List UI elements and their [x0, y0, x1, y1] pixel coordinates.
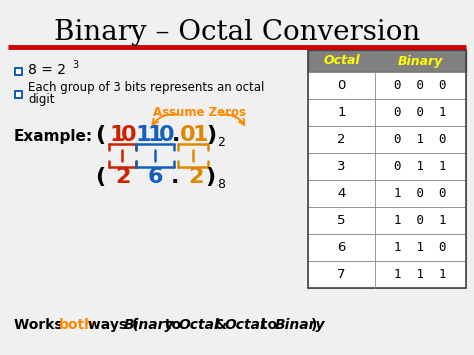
- Bar: [308, 234, 466, 261]
- Text: 0: 0: [159, 125, 175, 145]
- Bar: [14, 66, 23, 76]
- Text: Each group of 3 bits represents an octal: Each group of 3 bits represents an octal: [28, 82, 264, 94]
- Text: 0: 0: [337, 79, 346, 92]
- Text: 0: 0: [180, 125, 196, 145]
- Bar: [308, 126, 466, 153]
- Bar: [308, 207, 466, 234]
- Text: (: (: [95, 167, 105, 187]
- Text: 8: 8: [217, 178, 225, 191]
- Text: 1  0  0: 1 0 0: [394, 187, 447, 200]
- Text: Works: Works: [14, 318, 67, 332]
- Text: 6: 6: [147, 167, 163, 187]
- Text: 1  0  1: 1 0 1: [394, 214, 447, 227]
- Text: 2: 2: [337, 133, 346, 146]
- Text: Binary – Octal Conversion: Binary – Octal Conversion: [54, 19, 420, 46]
- Text: Binary: Binary: [398, 55, 443, 67]
- Bar: [308, 72, 466, 99]
- Text: .: .: [171, 167, 179, 187]
- Text: 1: 1: [337, 106, 346, 119]
- Text: to: to: [256, 318, 282, 332]
- Text: 3: 3: [72, 60, 78, 70]
- Text: 2: 2: [115, 167, 131, 187]
- Bar: [308, 261, 466, 288]
- Text: to: to: [160, 318, 186, 332]
- Text: 0  0  1: 0 0 1: [394, 106, 447, 119]
- Bar: [308, 50, 466, 72]
- Text: ways (: ways (: [83, 318, 138, 332]
- Bar: [16, 92, 21, 97]
- Text: 1: 1: [192, 125, 208, 145]
- Text: Octal: Octal: [323, 55, 360, 67]
- Bar: [308, 99, 466, 126]
- Text: Assume Zeros: Assume Zeros: [154, 105, 246, 119]
- Text: 0  0  0: 0 0 0: [394, 79, 447, 92]
- Text: Octal: Octal: [225, 318, 266, 332]
- Text: both: both: [59, 318, 95, 332]
- Bar: [14, 89, 23, 98]
- Bar: [308, 153, 466, 180]
- Text: 1  1  0: 1 1 0: [394, 241, 447, 254]
- Text: 1: 1: [135, 125, 151, 145]
- Text: .: .: [172, 125, 180, 145]
- Bar: [308, 180, 466, 207]
- Text: 4: 4: [337, 187, 346, 200]
- Text: 5: 5: [337, 214, 346, 227]
- Bar: [16, 69, 21, 73]
- Text: 6: 6: [337, 241, 346, 254]
- Text: Octal: Octal: [179, 318, 220, 332]
- Text: 3: 3: [337, 160, 346, 173]
- Text: &: &: [210, 318, 232, 332]
- Text: Binary: Binary: [275, 318, 326, 332]
- Text: 0: 0: [121, 125, 137, 145]
- Text: Example:: Example:: [14, 130, 93, 144]
- Text: (: (: [95, 125, 105, 145]
- Text: ): ): [206, 125, 216, 145]
- Text: 7: 7: [337, 268, 346, 281]
- Text: 1: 1: [147, 125, 163, 145]
- Text: 1  1  1: 1 1 1: [394, 268, 447, 281]
- Text: ): ): [311, 318, 318, 332]
- Text: 0  1  1: 0 1 1: [394, 160, 447, 173]
- Text: 0  1  0: 0 1 0: [394, 133, 447, 146]
- Text: 8 = 2: 8 = 2: [28, 63, 66, 77]
- Text: ): ): [205, 167, 215, 187]
- Text: 1: 1: [109, 125, 125, 145]
- Bar: [308, 50, 466, 288]
- Text: 2: 2: [188, 167, 204, 187]
- Text: digit: digit: [28, 93, 55, 106]
- Text: 2: 2: [217, 136, 225, 148]
- Text: Binary: Binary: [124, 318, 174, 332]
